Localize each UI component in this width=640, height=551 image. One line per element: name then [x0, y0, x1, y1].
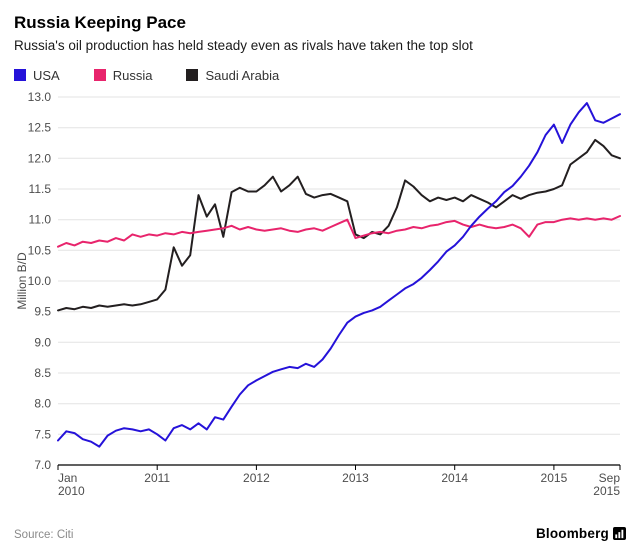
chart-footer: Source: Citi Bloomberg: [14, 526, 626, 541]
series-usa-line: [57, 102, 621, 448]
y-tick-label: 13.0: [28, 90, 52, 104]
legend-swatch-russia: [93, 69, 106, 81]
y-tick-label: 12.0: [28, 151, 52, 165]
legend-swatch-saudi-arabia: [186, 69, 199, 81]
x-tick-label: 2015: [541, 471, 568, 485]
bloomberg-wordmark: Bloomberg: [535, 526, 609, 541]
y-tick-label: 10.5: [28, 243, 52, 257]
y-tick-label: 12.5: [28, 121, 52, 135]
y-tick-label: 11.5: [29, 182, 52, 196]
chart-title: Russia Keeping Pace: [14, 13, 186, 32]
x-tick-label: 2011: [144, 471, 170, 485]
legend-item-russia: Russia: [93, 67, 153, 83]
legend-label-saudi-arabia: Saudi Arabia: [205, 67, 280, 83]
y-tick-label: 8.5: [34, 366, 51, 380]
y-tick-label: 9.0: [34, 335, 51, 349]
y-tick-label: 7.0: [34, 458, 51, 472]
legend-label-usa: USA: [33, 67, 60, 83]
legend-item-saudi-arabia: Saudi Arabia: [186, 68, 279, 83]
chart-subtitle: Russia's oil production has held steady …: [14, 38, 473, 53]
y-tick-label: 7.5: [34, 427, 51, 441]
legend-item-usa: USA: [14, 68, 60, 83]
source-note: Source: Citi: [14, 529, 74, 541]
series-saudi-arabia-line: [57, 138, 621, 312]
legend: USA Russia Saudi Arabia: [14, 67, 626, 83]
y-tick-label: 9.5: [34, 305, 51, 319]
series-russia-line: [57, 215, 621, 248]
line-chart: 7.0 7.5 8.0 8.5 9.0 9.5 10.0 10.5 11.0 11.5 12.0 12…: [15, 90, 621, 497]
bloomberg-chart-icon: [613, 527, 626, 540]
y-tick-label: 8.0: [34, 397, 51, 411]
y-tick-label: 11.0: [29, 213, 52, 227]
x-tick-label: Sep 2015: [593, 471, 620, 497]
x-tick-label: Jan 2010: [58, 471, 85, 497]
y-axis-title: Million B/D: [15, 252, 29, 310]
legend-label-russia: Russia: [112, 67, 153, 83]
x-tick-label: 2014: [441, 471, 468, 485]
bloomberg-logo: Bloomberg: [536, 526, 626, 541]
y-tick-label: 10.0: [28, 274, 52, 288]
legend-swatch-usa: [14, 69, 26, 81]
x-tick-label: 2013: [342, 471, 369, 485]
x-tick-label: 2012: [243, 471, 270, 485]
